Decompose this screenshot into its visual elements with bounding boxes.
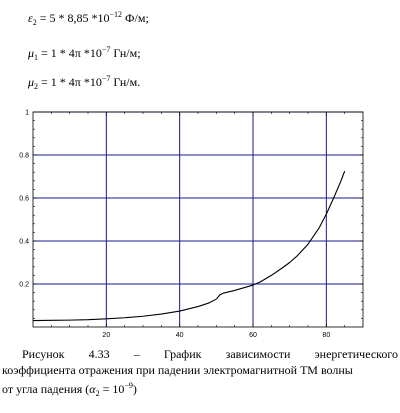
chart-ticks <box>33 112 363 327</box>
caption-text: от угла падения ( <box>2 382 90 396</box>
formula-symbol: μ <box>28 46 35 60</box>
formula-unit: Гн/м; <box>110 46 141 60</box>
formula-expression: = 1 * 4π *10 <box>38 75 102 89</box>
caption-equals: = 10 <box>99 382 125 396</box>
formula-unit: Ф/м; <box>122 11 149 25</box>
caption-line-2: коэффициента отражения при падении элект… <box>2 363 353 377</box>
formula-subscript: 2 <box>34 82 39 91</box>
series-line <box>32 170 346 322</box>
formula-mu1: μ1 = 1 * 4π *10−7 Гн/м; <box>28 45 141 62</box>
chart-grid <box>33 111 363 327</box>
y-tick-label: 0.6 <box>19 196 29 203</box>
y-tick-label: 0.4 <box>19 239 29 246</box>
formula-unit: Гн/м. <box>110 75 141 89</box>
formula-symbol: μ <box>28 75 35 89</box>
y-tick-label: 0.8 <box>19 153 29 160</box>
caption-exponent: −9 <box>124 381 133 390</box>
figure-caption: Рисунок 4.33 – График зависимости энерге… <box>2 346 398 402</box>
formula-subscript: 1 <box>34 53 39 62</box>
y-tick-label: 1 <box>25 110 29 117</box>
caption-symbol: α <box>89 382 96 396</box>
caption-line-3: от угла падения (α2 = 10−9) <box>2 378 398 402</box>
chart-tick-labels: 20 40 60 80 0.2 0.4 0.6 0.8 1 <box>19 110 330 340</box>
formula-mu2: μ2 = 1 * 4π *10−7 Гн/м. <box>28 74 140 91</box>
formula-epsilon2: ε2 = 5 * 8,85 *10−12 Ф/м; <box>28 10 149 27</box>
formula-expression: = 1 * 4π *10 <box>38 46 102 60</box>
caption-line-1: Рисунок 4.33 – График зависимости энерге… <box>22 347 398 361</box>
x-tick-label: 20 <box>102 332 110 339</box>
chart-frame-rect <box>32 111 364 328</box>
chart-series <box>32 170 346 322</box>
formula-exponent: −7 <box>101 74 111 83</box>
formula-exponent: −12 <box>109 10 123 19</box>
x-tick-label: 80 <box>322 332 330 339</box>
x-tick-label: 40 <box>176 332 184 339</box>
formula-exponent: −7 <box>101 45 111 54</box>
chart-frame <box>32 111 364 328</box>
caption-subscript: 2 <box>95 389 100 398</box>
x-tick-label: 60 <box>249 332 257 339</box>
caption-close: ) <box>132 382 137 396</box>
formula-expression: = 5 * 8,85 *10 <box>36 11 110 25</box>
reflection-coefficient-chart: 20 40 60 80 0.2 0.4 0.6 0.8 1 <box>19 110 364 340</box>
y-tick-label: 0.2 <box>19 282 29 289</box>
formula-symbol: ε <box>28 11 33 25</box>
formula-subscript: 2 <box>32 18 37 27</box>
